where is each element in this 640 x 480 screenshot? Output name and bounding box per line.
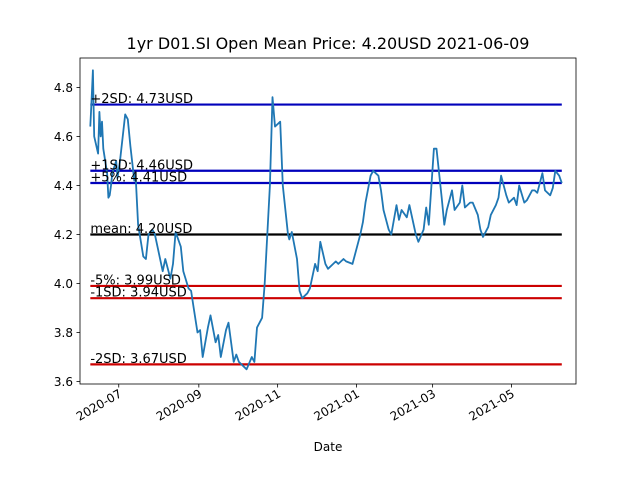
y-tick-label: 4.6 xyxy=(54,130,73,144)
price-series xyxy=(89,69,563,371)
reference-line-label: +5%: 4.41USD xyxy=(90,171,187,186)
x-axis: 2020-07 2020-09 2020-11 2021-01 2021-03 2021-… xyxy=(74,384,517,424)
plot-background xyxy=(80,58,576,384)
reference-line-label: mean: 4.20USD xyxy=(90,222,192,237)
x-tick-label: 2020-11 xyxy=(233,386,283,423)
reference-line-label: +2SD: 4.73USD xyxy=(90,92,193,107)
y-tick-label: 3.8 xyxy=(54,326,73,340)
x-tick-label: 2021-01 xyxy=(311,386,361,423)
y-tick-label: 4.2 xyxy=(54,228,73,242)
y-tick-label: 3.6 xyxy=(54,375,73,389)
reference-line-label: -1SD: 3.94USD xyxy=(90,286,186,301)
chart-title: 1yr D01.SI Open Mean Price: 4.20USD 2021… xyxy=(127,34,530,53)
reference-line-label: +1SD: 4.46USD xyxy=(90,158,193,173)
y-tick-label: 4.0 xyxy=(54,277,73,291)
plot-area xyxy=(80,58,576,384)
x-tick-label: 2021-05 xyxy=(466,386,516,423)
x-tick-label: 2020-09 xyxy=(154,386,204,423)
plot-frame xyxy=(79,57,577,385)
x-axis-label: Date xyxy=(314,440,343,454)
price-line xyxy=(89,69,563,371)
y-tick-label: 4.8 xyxy=(54,81,73,95)
reference-line-label: -5%: 3.99USD xyxy=(90,273,181,288)
plot-border xyxy=(79,57,577,385)
y-axis: 3.6 3.8 4.0 4.2 4.4 4.6 4.8 xyxy=(54,81,80,389)
reference-line-labels: +2SD: 4.73USD +1SD: 4.46USD+5%: 4.41USD me… xyxy=(90,92,193,367)
reference-lines xyxy=(90,103,562,366)
y-tick-label: 4.4 xyxy=(54,179,73,193)
x-tick-label: 2020-07 xyxy=(74,386,124,423)
x-tick-label: 2021-03 xyxy=(388,386,438,423)
reference-line-label: -2SD: 3.67USD xyxy=(90,352,186,367)
